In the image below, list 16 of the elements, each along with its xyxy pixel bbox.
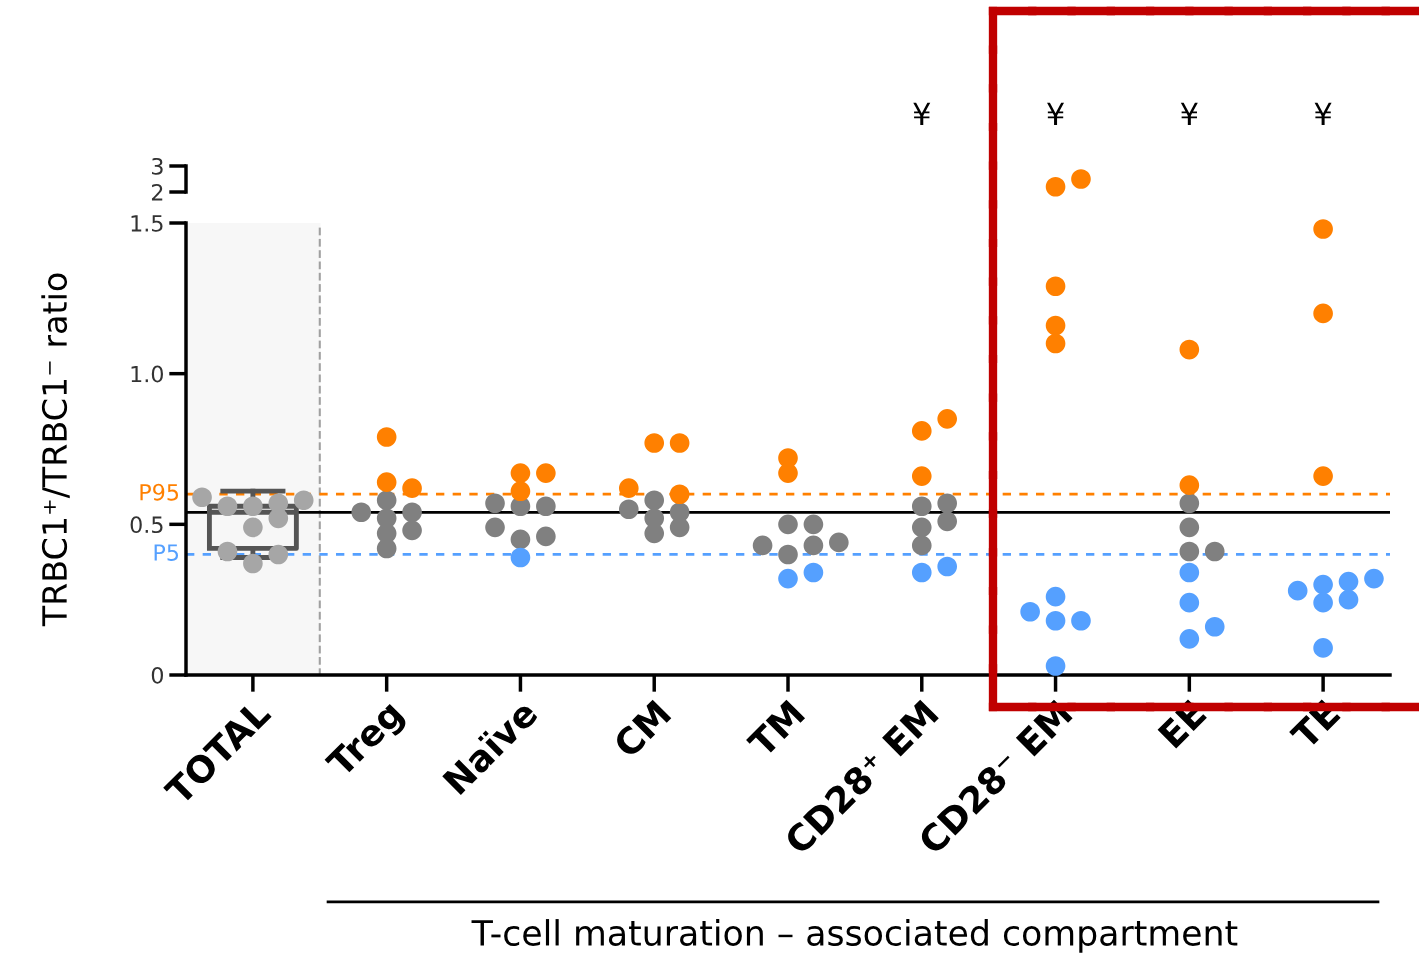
y-tick-label: 2 [151, 183, 163, 201]
text: ¥ [1047, 102, 1065, 126]
text: ¥ [913, 102, 931, 126]
y-tick-label: 1.5 [131, 215, 163, 232]
text: ¥ [1180, 102, 1198, 126]
ref-line-label: P95 [140, 483, 179, 501]
x-axis-title: T-cell maturation – associated compartment [471, 919, 1238, 953]
x-tick-label: TM [746, 699, 806, 759]
y-tick-label: 0.5 [130, 516, 163, 534]
text: ¥ [1314, 102, 1332, 126]
y-tick-label: 1.0 [131, 365, 163, 383]
y-axis-title: TRBC1⁺/TRBC1⁻ ratio [41, 273, 70, 627]
x-tick-label: CM [611, 699, 672, 760]
ref-line-label: P5 [154, 544, 179, 561]
y-tick-label: 3 [152, 157, 163, 175]
y-tick-label: 0 [151, 666, 163, 684]
